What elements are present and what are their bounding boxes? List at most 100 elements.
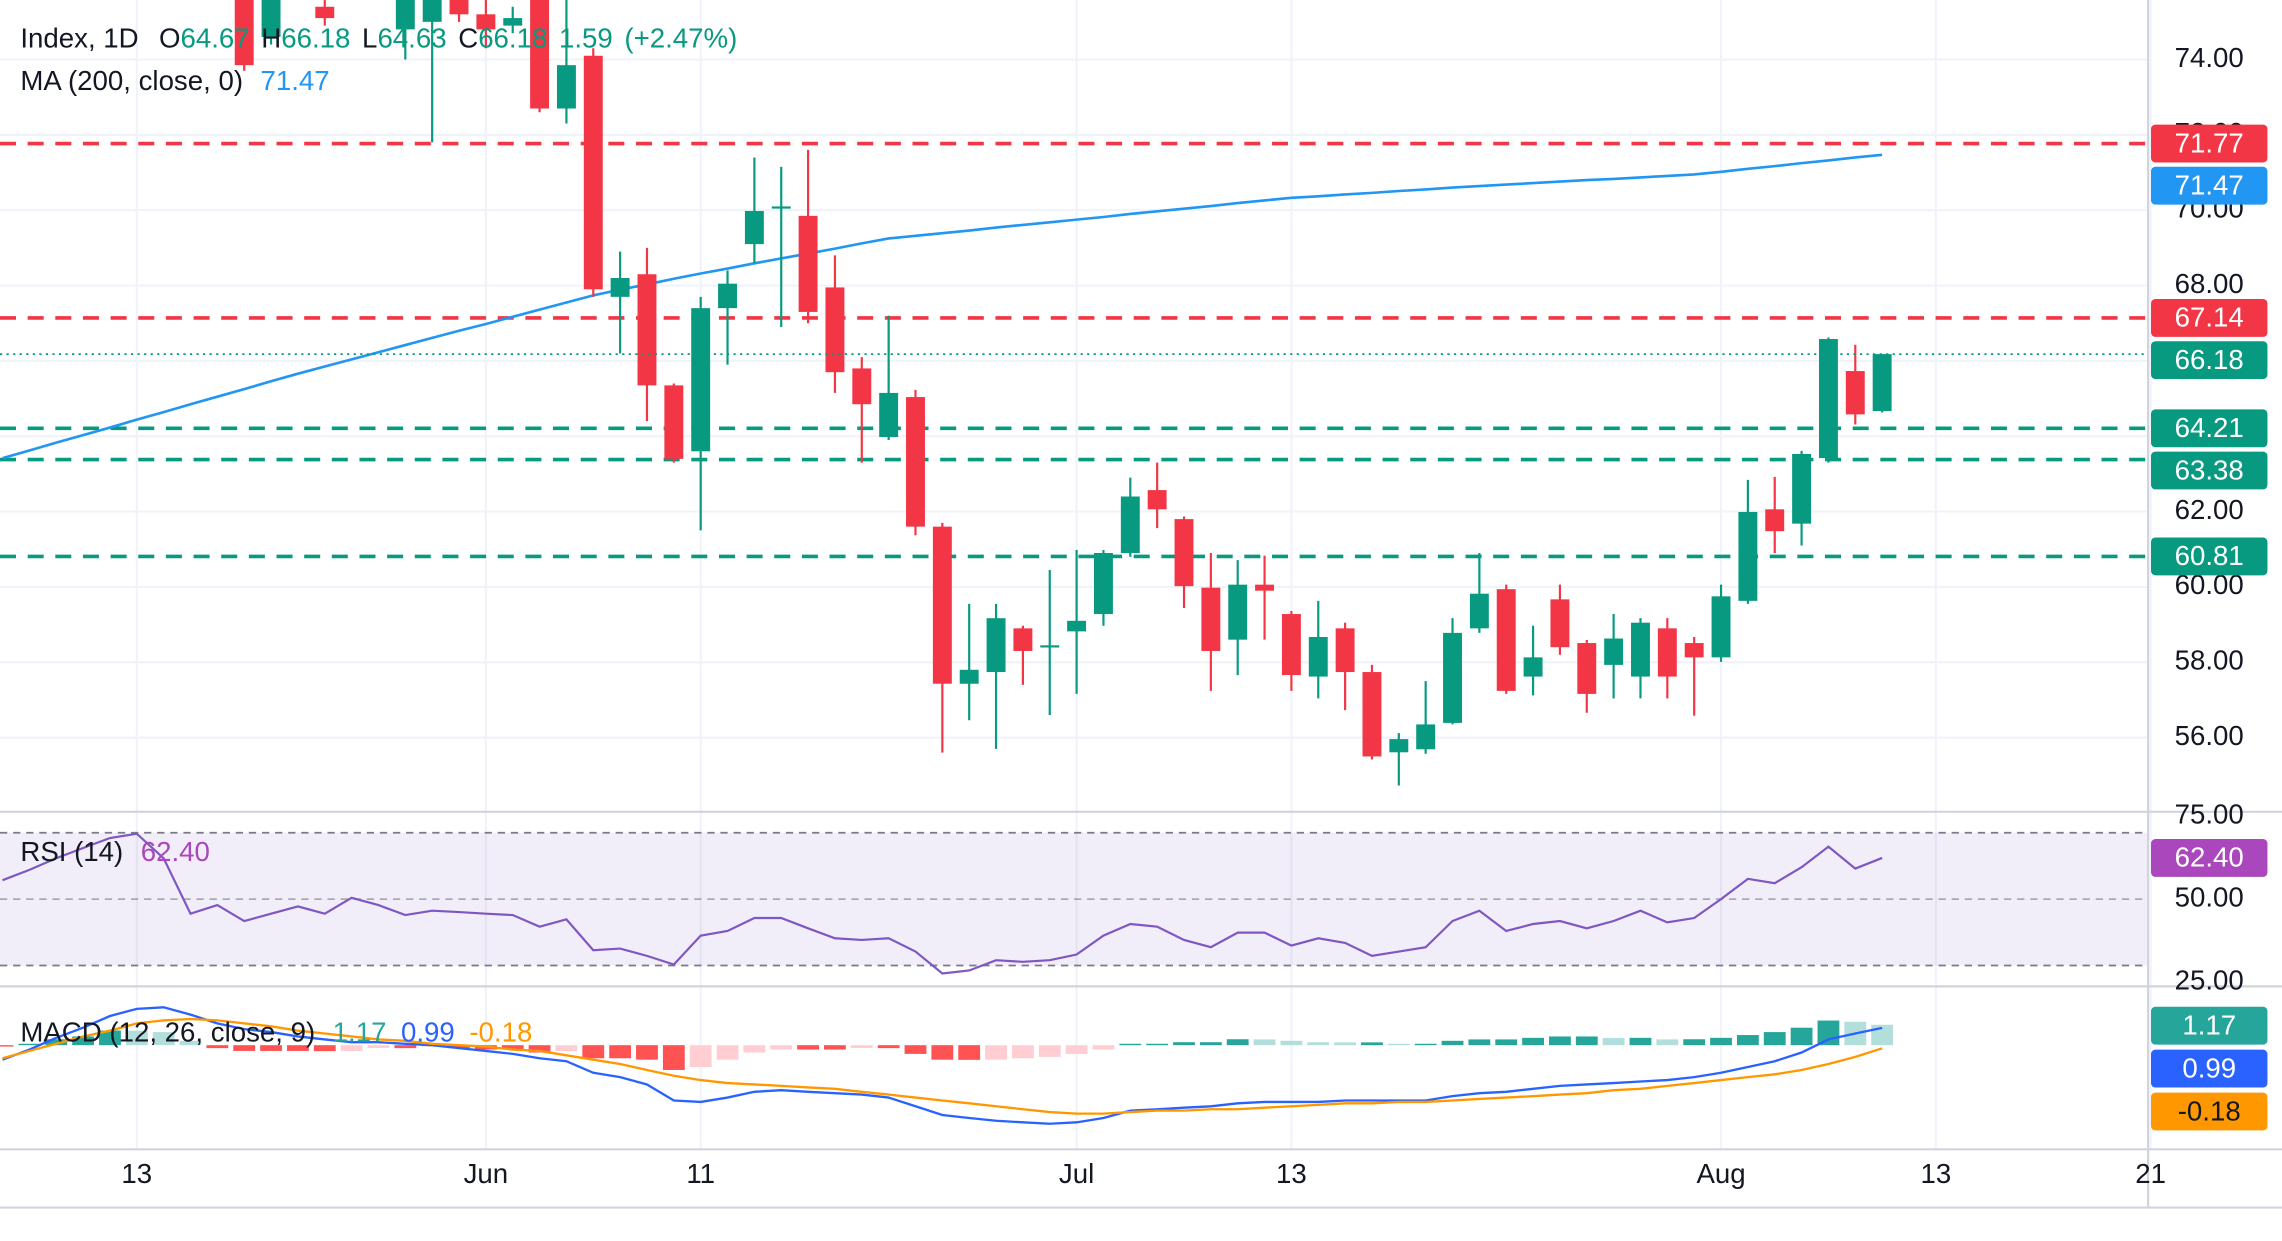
x-tick-label: 13 — [1920, 1158, 1951, 1189]
legend-title: Index, 1D — [20, 23, 138, 54]
candle-body — [556, 65, 576, 109]
candle-body — [906, 397, 925, 527]
legend-title: MA (200, close, 0) — [20, 65, 243, 96]
candle-body — [1201, 587, 1221, 651]
candle-body — [1845, 371, 1865, 415]
candle-body — [1362, 672, 1382, 757]
candle-body — [1013, 628, 1033, 651]
candle-body — [1523, 657, 1543, 677]
macd-histogram-bar — [1253, 1039, 1276, 1046]
value-box — [2151, 166, 2268, 205]
legend-value: 0.99 — [401, 1017, 455, 1048]
macd-histogram-bar — [689, 1045, 712, 1067]
macd-histogram-bar — [1011, 1045, 1034, 1059]
macd-histogram-bar — [1119, 1043, 1142, 1046]
macd-histogram-bar — [1495, 1039, 1518, 1046]
macd-histogram-bar — [662, 1045, 685, 1070]
candle-body — [637, 274, 657, 386]
candle-body — [1174, 519, 1194, 587]
legend-label: L — [362, 23, 377, 54]
macd-histogram-bar — [1414, 1043, 1437, 1046]
macd-histogram-bar — [636, 1045, 658, 1060]
legend: Index, 1D O64.67 H66.18 L64.63 C66.18 1.59 (+2… — [20, 23, 737, 54]
macd-histogram-bar — [1468, 1039, 1491, 1046]
macd-histogram-bar — [609, 1045, 632, 1059]
x-tick-label: 13 — [1276, 1158, 1307, 1189]
candle-body — [1335, 628, 1355, 673]
macd-histogram-bar — [770, 1045, 793, 1050]
price-panel — [0, 0, 2149, 786]
candle-body — [879, 392, 899, 437]
candle-body — [744, 210, 764, 245]
legend-value: 64.63 — [377, 23, 446, 54]
candle-body — [315, 6, 335, 19]
overlay: 13 Jun 11 Jul 13 Aug 13 2156.0058.0060.0062.006… — [20, 23, 2268, 1189]
legend-change: 1.59 — [559, 23, 613, 54]
y-tick-label: 62.00 — [2175, 494, 2244, 525]
candle-body — [986, 618, 1006, 673]
axes — [0, 0, 2282, 1209]
signal-line — [2, 1017, 1883, 1115]
value-box — [2151, 839, 2268, 877]
candle-body — [261, 0, 281, 37]
candle-body — [1684, 643, 1704, 658]
y-tick-label: 75.00 — [2175, 798, 2244, 829]
macd-line — [2, 1006, 1883, 1125]
x-tick-label: Jul — [1059, 1158, 1094, 1189]
legend-value: -0.18 — [469, 1017, 532, 1048]
macd-histogram-bar — [1387, 1043, 1410, 1046]
macd-histogram-bar — [1307, 1042, 1330, 1046]
candle-body — [1308, 637, 1328, 677]
candle-body — [1416, 724, 1436, 750]
value-box-label: 0.99 — [2182, 1052, 2236, 1083]
value-box — [2151, 451, 2268, 490]
candle-body — [771, 206, 791, 209]
y-tick-label: 74.00 — [2175, 42, 2244, 73]
candle-body — [234, 0, 254, 66]
macd-histogram-bar — [958, 1045, 981, 1060]
candle-body — [664, 385, 684, 459]
candle-body — [1738, 511, 1758, 601]
x-tick-label: 13 — [121, 1158, 152, 1189]
macd-histogram-bar — [1683, 1039, 1706, 1046]
candle-body — [1040, 645, 1060, 648]
candle-body — [959, 669, 979, 684]
macd-histogram-bar — [1871, 1024, 1894, 1046]
candle-body — [1604, 638, 1624, 665]
y-tick-label: 50.00 — [2175, 881, 2244, 912]
y-tick-label: 58.00 — [2175, 645, 2244, 676]
value-box — [2151, 537, 2268, 576]
x-tick-label: 11 — [686, 1158, 715, 1189]
legend-label: O — [159, 23, 181, 54]
candle-body — [1120, 496, 1140, 554]
value-box-label: 66.18 — [2175, 344, 2244, 375]
value-box-label: 60.81 — [2175, 540, 2244, 571]
macd-histogram-bar — [1226, 1039, 1249, 1046]
macd-histogram-bar — [367, 1045, 390, 1048]
macd-histogram-bar — [99, 1030, 121, 1046]
macd-histogram-bar — [286, 1045, 309, 1051]
value-box — [2151, 1006, 2268, 1045]
macd-histogram-bar — [1629, 1037, 1652, 1046]
value-box — [2151, 299, 2268, 337]
legend-change: (+2.47%) — [624, 23, 737, 54]
value-box — [2151, 409, 2268, 448]
candle-body — [1818, 339, 1838, 459]
macd-histogram-bar — [797, 1045, 820, 1050]
value-box-label: 71.47 — [2175, 169, 2244, 200]
value-box — [2151, 1049, 2268, 1088]
macd-histogram-bar — [985, 1045, 1007, 1060]
macd-histogram-bar — [850, 1045, 873, 1048]
legend-value: 66.18 — [478, 23, 547, 54]
value-box — [2151, 1092, 2268, 1131]
macd-histogram-bar — [1441, 1040, 1464, 1046]
candle-body — [530, 0, 550, 109]
value-box-label: 71.77 — [2175, 127, 2244, 158]
value-box-label: 64.21 — [2175, 412, 2244, 443]
macd-histogram-bar — [931, 1045, 954, 1060]
macd-histogram-bar — [313, 1045, 336, 1052]
ma-line — [2, 153, 1883, 460]
macd-histogram-bar — [1361, 1042, 1383, 1046]
macd-histogram-bar — [125, 1030, 148, 1046]
value-box-label: 62.40 — [2175, 842, 2244, 873]
